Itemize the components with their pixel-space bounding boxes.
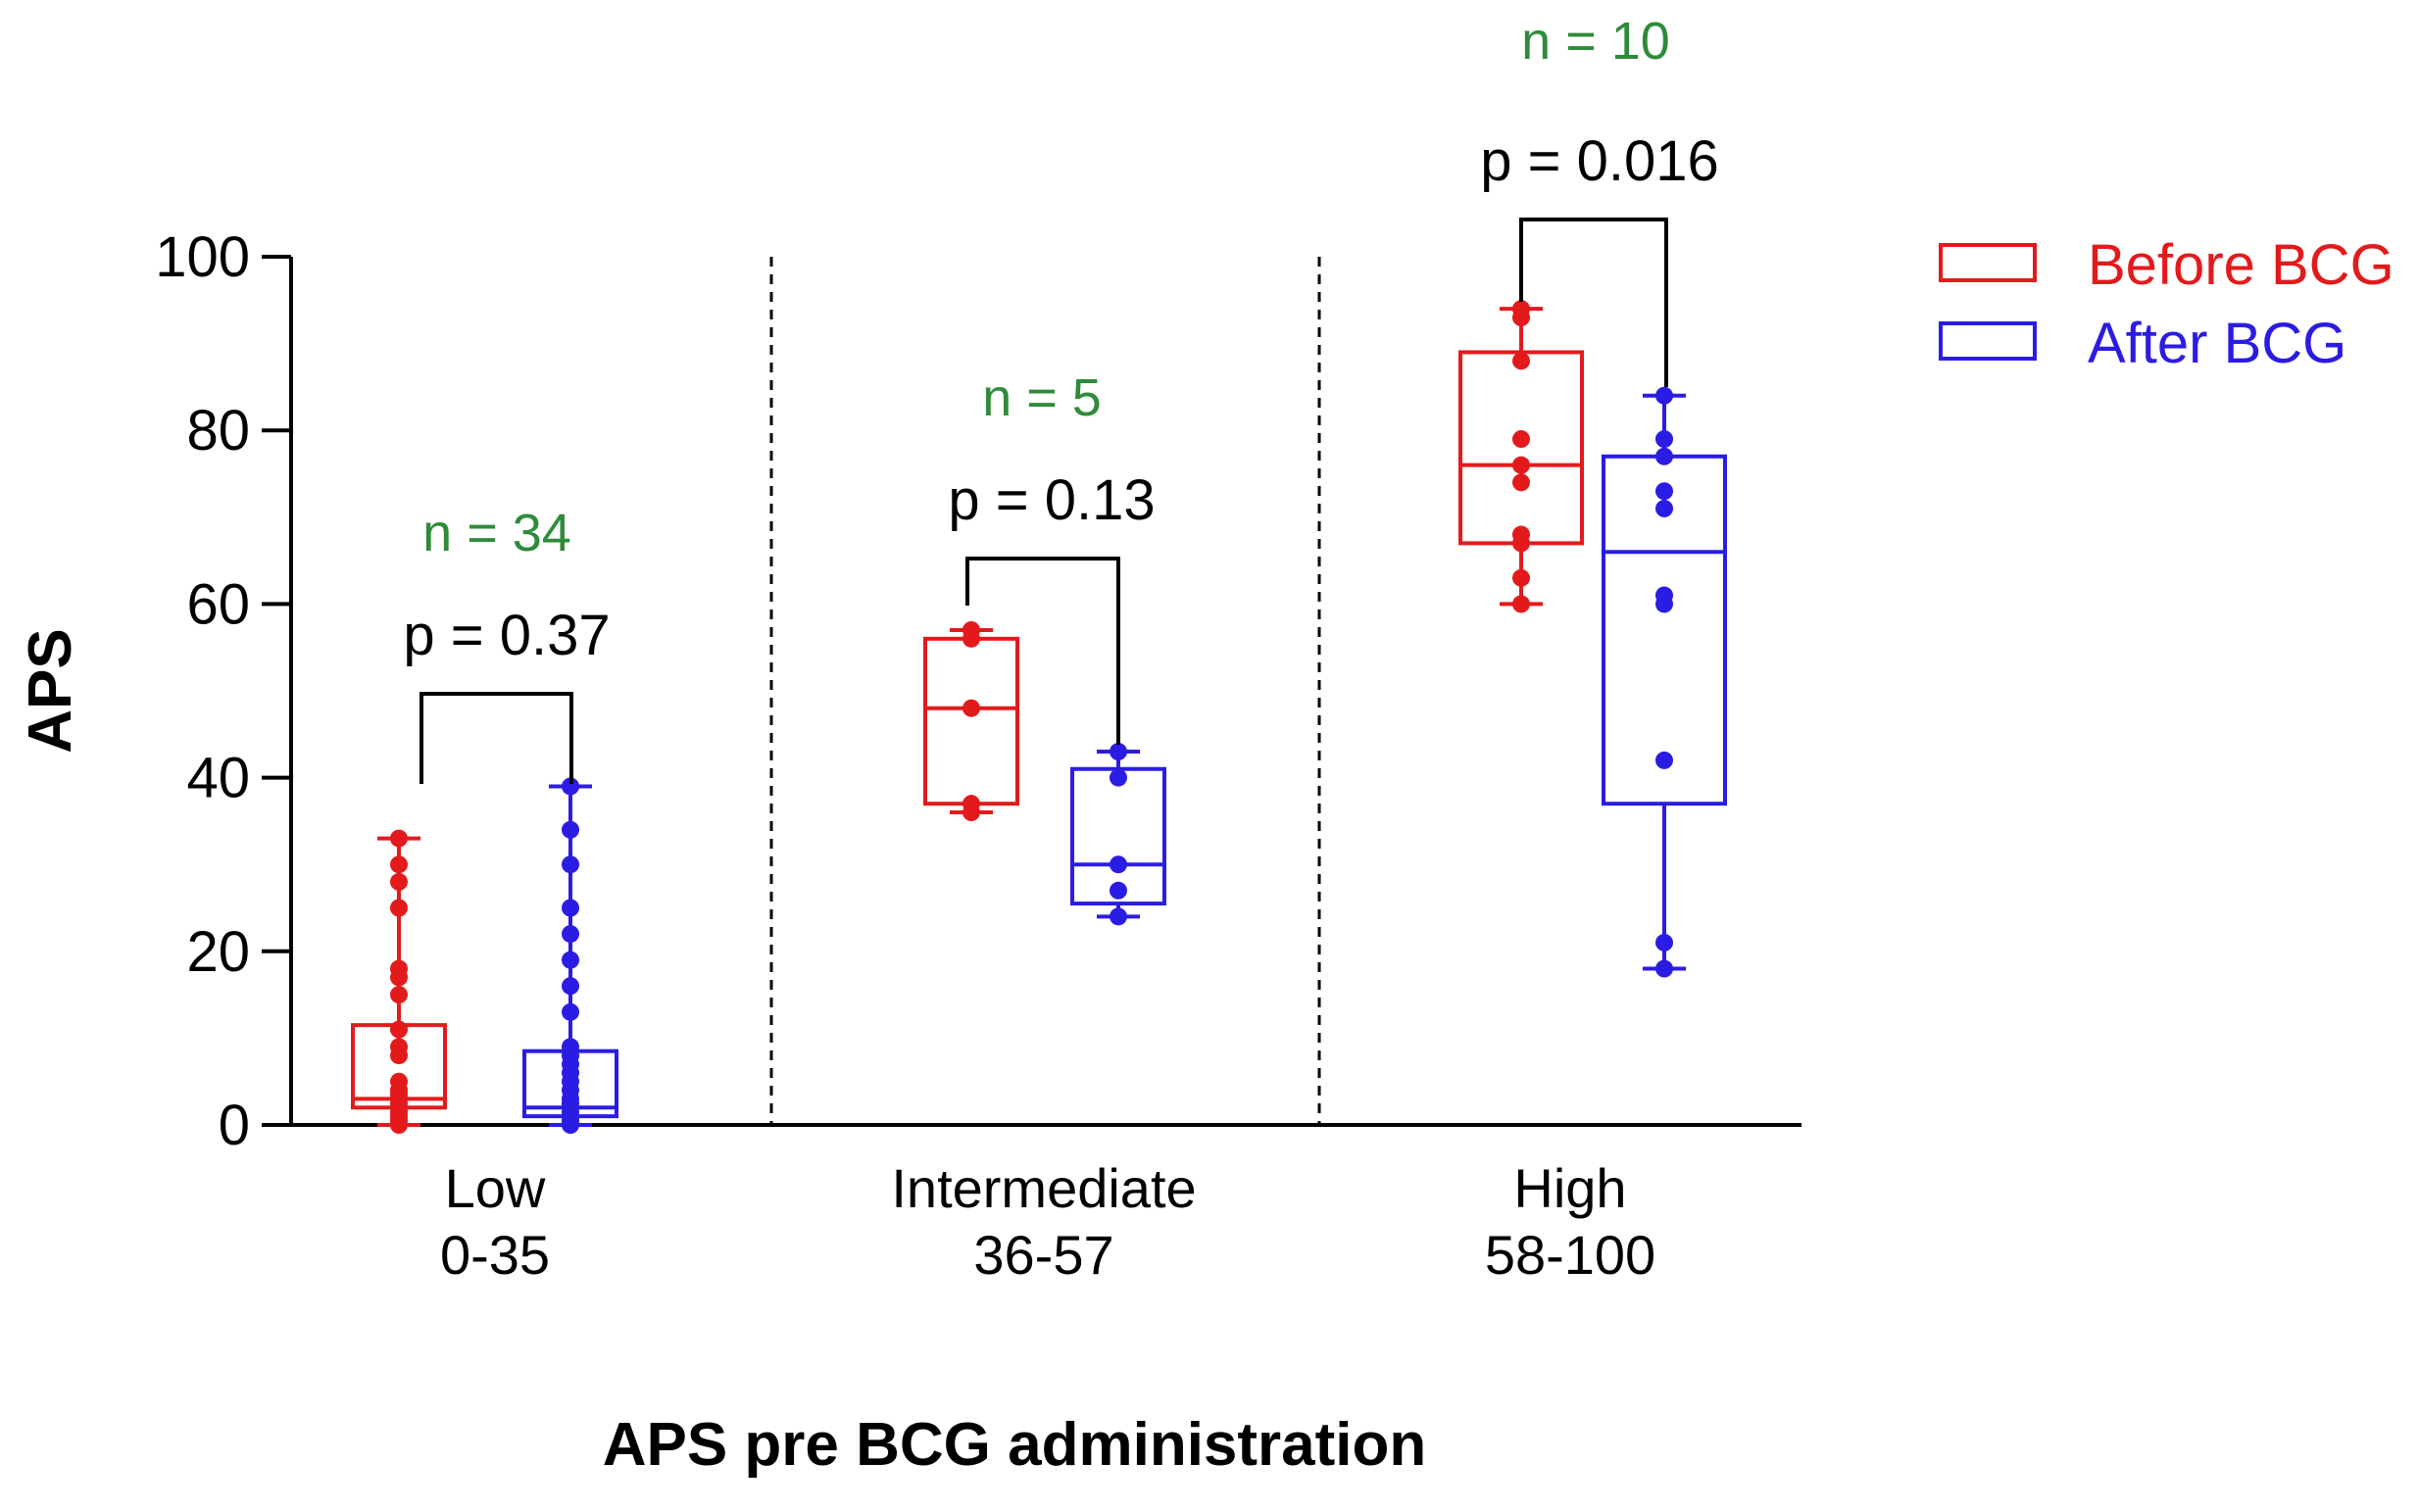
group0-after-point-14: [562, 977, 579, 996]
bracket-group-2: [1519, 218, 1668, 387]
group2-before-point-7: [1512, 352, 1530, 370]
group2-before-point-5: [1512, 456, 1530, 474]
group1-before-point-4: [962, 620, 980, 639]
group0-before-point-19: [390, 829, 408, 848]
n-label-low: n = 34: [422, 504, 571, 562]
y-tick-label-80: 80: [186, 399, 250, 463]
box-plots: [351, 300, 1727, 1134]
group2-after-point-8: [1655, 430, 1673, 449]
category-label-high-line2: 58-100: [1485, 1224, 1655, 1286]
category-label-high-line1: High: [1513, 1157, 1626, 1219]
p-value-low: p = 0.37: [403, 604, 610, 667]
group0-before-point-15: [390, 959, 408, 978]
group0-before-point-18: [390, 855, 408, 874]
bracket-group-1: [965, 557, 1120, 745]
group0-before-point-12: [390, 1020, 408, 1039]
y-axis-title: APS: [17, 628, 84, 753]
group2-before-point-4: [1512, 473, 1530, 492]
y-axis-ticks: 0 20 40 60 80 100: [155, 225, 291, 1157]
group0-before-point-11: [390, 1038, 408, 1056]
group1-after-point-4: [1110, 743, 1127, 761]
group0-after-point-13: [562, 1002, 579, 1021]
group2-after-point-1: [1655, 933, 1673, 951]
legend-label-before: Before BCG: [2088, 233, 2394, 297]
n-label-intermediate: n = 5: [982, 368, 1102, 427]
y-tick-label-100: 100: [155, 225, 250, 289]
group0-after-point-19: [562, 820, 579, 839]
group2-after-point-5: [1655, 499, 1673, 517]
y-tick-label-0: 0: [219, 1094, 250, 1157]
n-label-high: n = 10: [1521, 12, 1670, 71]
category-label-low-line2: 0-35: [440, 1224, 550, 1286]
group0-before-point-13: [390, 986, 408, 1004]
group2-before-point-6: [1512, 430, 1530, 449]
category-label-intermediate-line1: Intermediate: [891, 1157, 1196, 1219]
group1-before-point-2: [962, 699, 980, 717]
group1-after-point-2: [1110, 855, 1127, 874]
y-tick-label-60: 60: [186, 572, 250, 636]
legend-swatch-after: [1939, 321, 2037, 361]
category-label-intermediate-line2: 36-57: [973, 1224, 1113, 1286]
group2-after-point-7: [1655, 447, 1673, 465]
group0-before-point-16: [390, 899, 408, 917]
significance-brackets: [419, 218, 1668, 784]
group1-after-point-1: [1110, 881, 1127, 900]
legend-swatch-before: [1939, 243, 2037, 282]
p-value-high: p = 0.016: [1480, 129, 1719, 193]
group0-after-point-20: [562, 777, 579, 796]
group2-before-point-1: [1512, 568, 1530, 587]
group0-before-point-17: [390, 872, 408, 891]
group2-before-point-3: [1512, 525, 1530, 544]
group2-after-point-6: [1655, 482, 1673, 501]
group0-after-point-15: [562, 951, 579, 969]
group1-before-box: [923, 636, 1019, 806]
p-value-intermediate: p = 0.13: [948, 468, 1155, 532]
bracket-group-0: [419, 692, 573, 784]
y-tick-label-40: 40: [186, 747, 250, 810]
group2-after-point-4: [1655, 586, 1673, 605]
group1-after-point-0: [1110, 907, 1127, 926]
group0-after-point-12: [562, 1038, 579, 1056]
y-tick-label-20: 20: [186, 920, 250, 984]
group2-after-point-0: [1655, 959, 1673, 978]
group2-before-point-9: [1512, 300, 1530, 318]
x-axis-title: APS pre BCG administration: [603, 1411, 1427, 1479]
group2-after-point-9: [1655, 386, 1673, 405]
group0-after-point-16: [562, 925, 579, 944]
group0-before-point-9: [390, 1072, 408, 1091]
category-label-low-line1: Low: [445, 1157, 546, 1219]
group0-after-point-18: [562, 855, 579, 874]
group2-after-point-2: [1655, 751, 1673, 769]
group1-before-point-1: [962, 795, 980, 813]
legend-label-after: After BCG: [2088, 312, 2346, 375]
group2-before-point-0: [1512, 595, 1530, 613]
group1-after-point-3: [1110, 768, 1127, 787]
group0-after-point-17: [562, 899, 579, 917]
